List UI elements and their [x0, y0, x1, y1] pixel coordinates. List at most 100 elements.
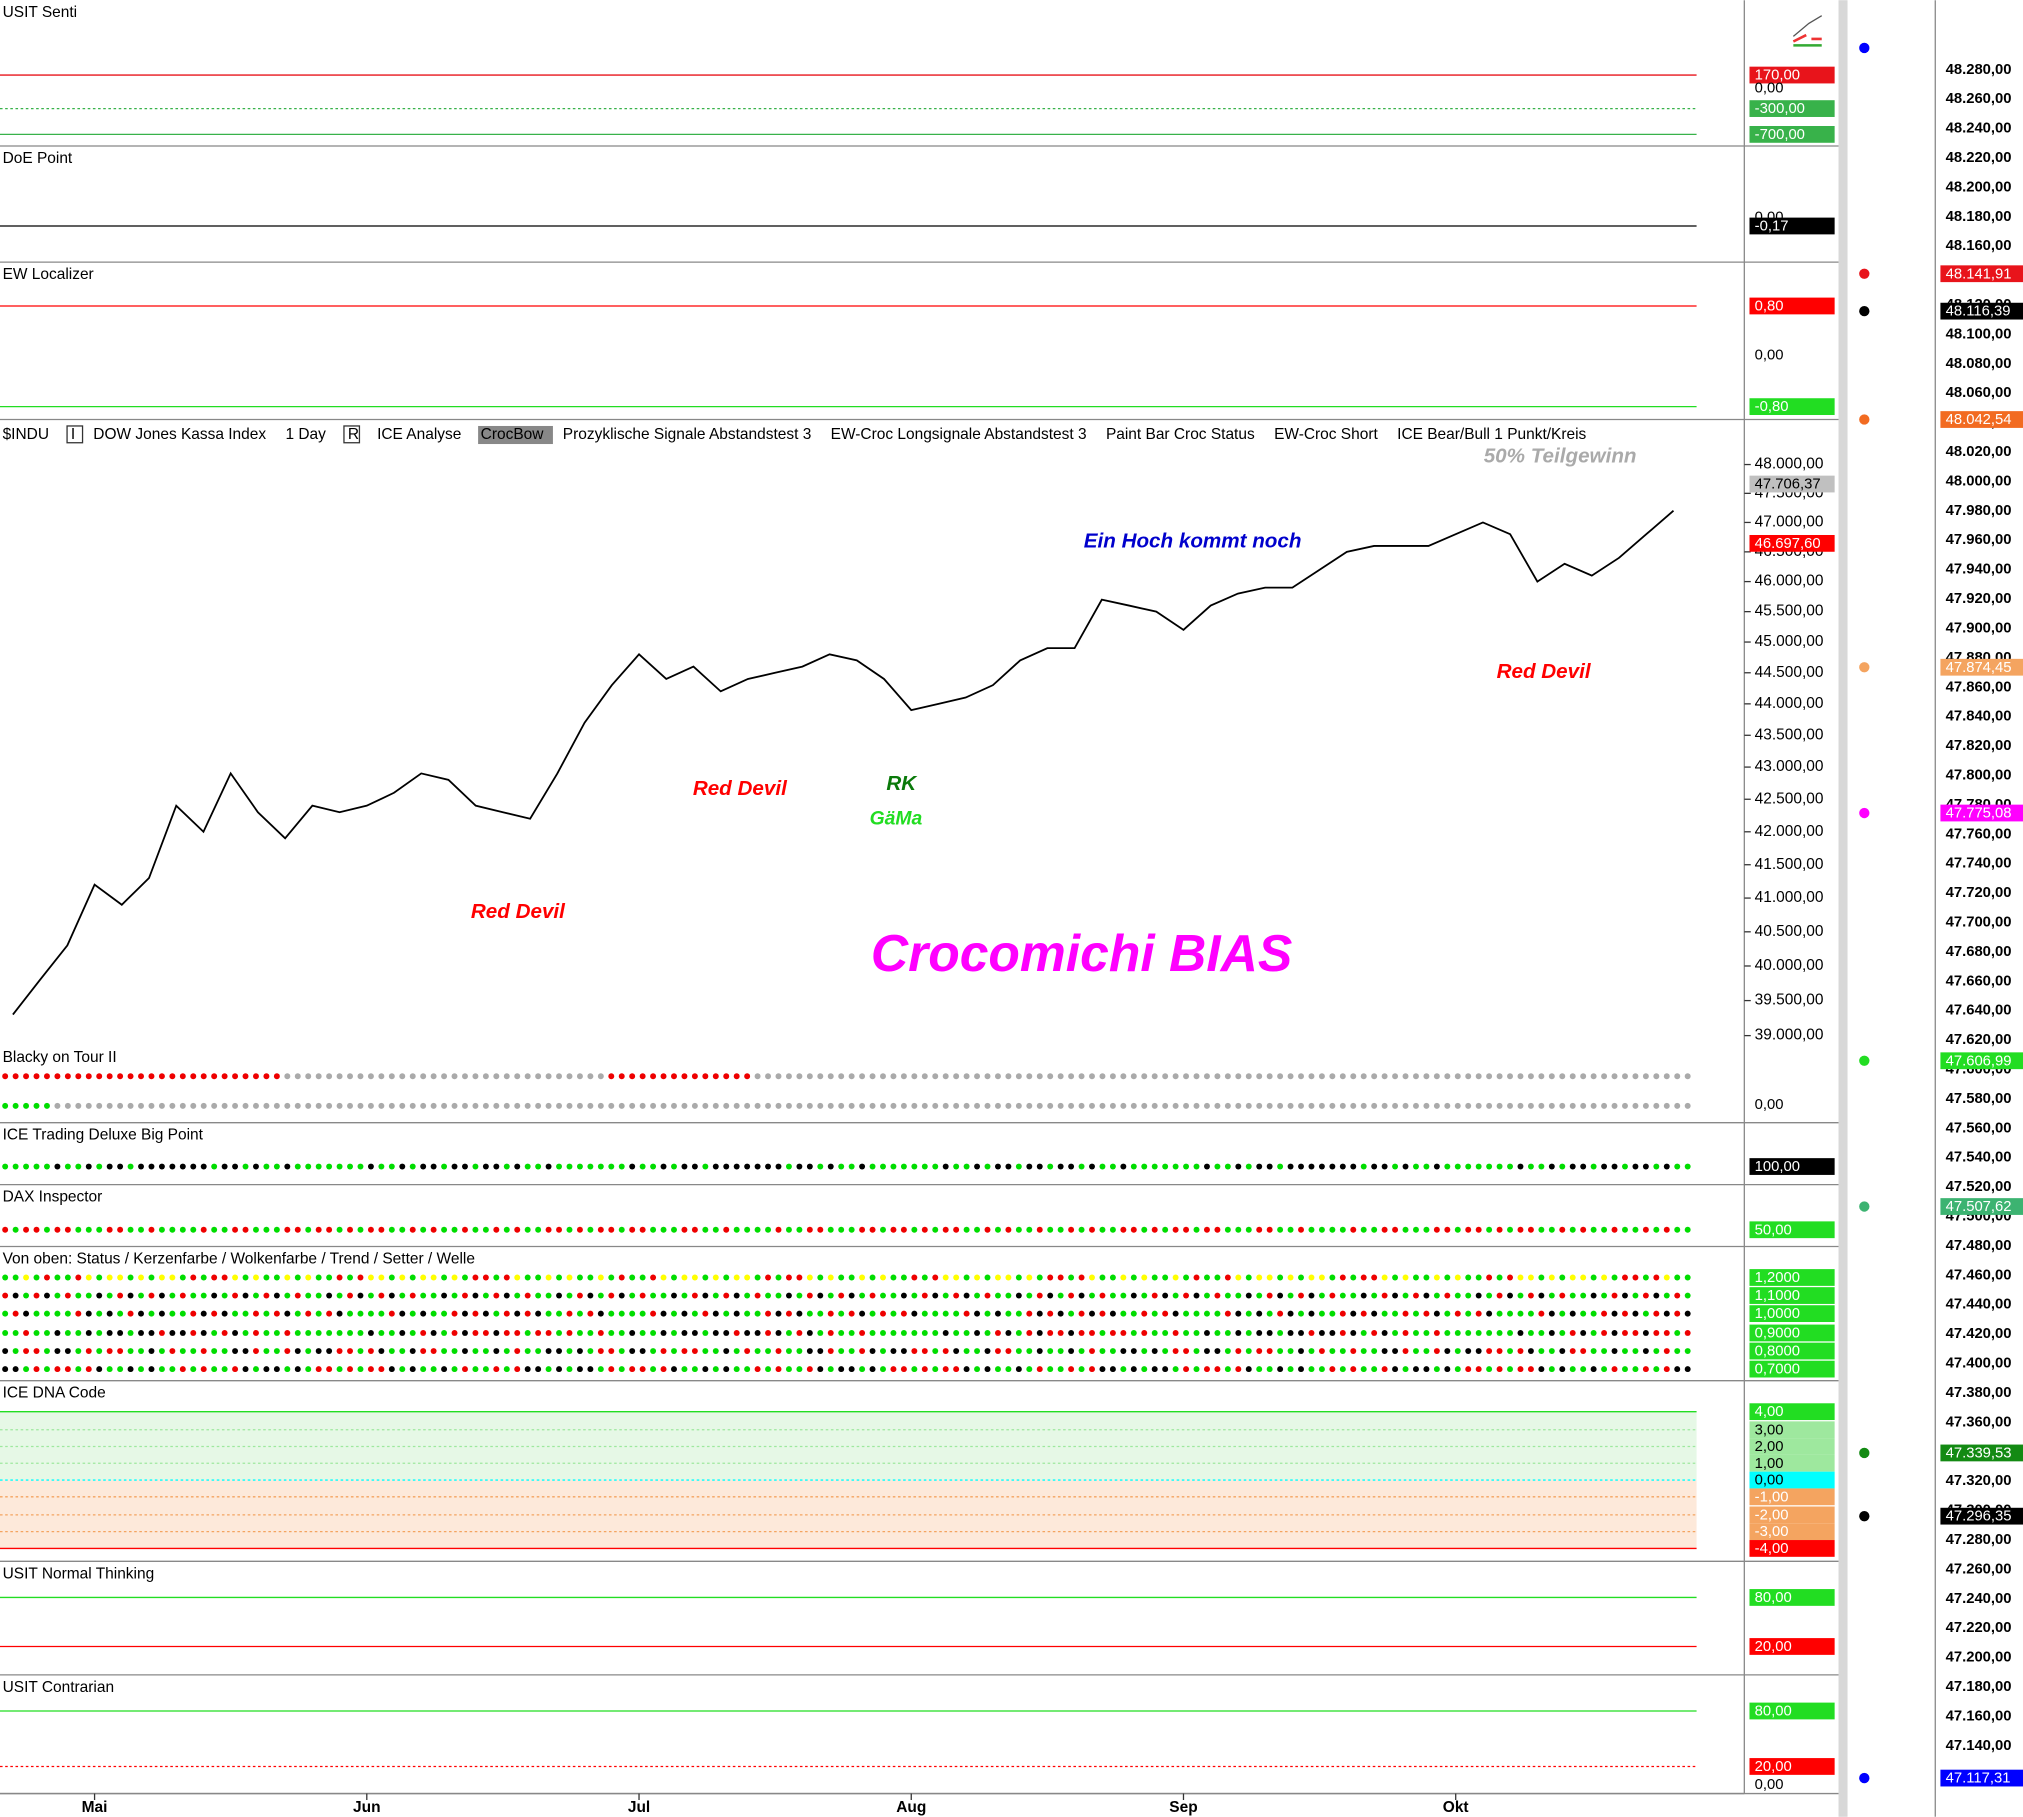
status-dot [535, 1292, 542, 1299]
status-dot [806, 1274, 813, 1281]
status-dot [754, 1310, 761, 1317]
status-dot [1569, 1366, 1576, 1373]
status-dot [671, 1163, 677, 1170]
toolbar-item[interactable]: EW-Croc Longsignale Abstandstest 3 [831, 426, 1087, 443]
status-dot [639, 1348, 646, 1354]
status-dot [1099, 1226, 1106, 1233]
status-dot [545, 1274, 552, 1281]
toolbar-item[interactable]: EW-Croc Short [1274, 426, 1378, 443]
status-dot [284, 1330, 291, 1336]
status-dot [1099, 1310, 1106, 1317]
status-dot [1538, 1310, 1545, 1317]
status-dot [1413, 1274, 1419, 1281]
status-dot [284, 1073, 291, 1080]
status-dot [409, 1226, 416, 1233]
status-dot [514, 1274, 521, 1281]
toolbar-button[interactable]: I [71, 426, 75, 443]
status-dot [1099, 1102, 1106, 1109]
toolbar-item[interactable]: $INDU [3, 426, 49, 443]
status-dot [827, 1366, 834, 1373]
status-dot [754, 1348, 761, 1354]
status-dot [1360, 1310, 1367, 1317]
toolbar-item[interactable]: CrocBow [481, 426, 545, 443]
status-dot [775, 1310, 782, 1317]
price-scale-label: 47.740,00 [1946, 856, 2012, 872]
status-dot [1601, 1073, 1608, 1080]
status-dot [974, 1366, 981, 1373]
status-dot [284, 1102, 291, 1109]
status-dot [179, 1102, 186, 1109]
status-dot [1235, 1274, 1242, 1281]
y-tick-label: 42.000,00 [1755, 823, 1824, 840]
status-dot [1026, 1102, 1033, 1109]
status-dot [1433, 1163, 1440, 1170]
price-scale-label: 47.520,00 [1946, 1179, 2012, 1195]
toolbar-item[interactable]: Prozyklische Signale Abstandstest 3 [563, 426, 812, 443]
status-dot [1381, 1310, 1388, 1317]
toolbar-button[interactable]: R [348, 426, 359, 443]
toolbar-item[interactable]: ICE Analyse [377, 426, 461, 443]
status-dot [1381, 1073, 1388, 1080]
toolbar-item[interactable]: ICE Bear/Bull 1 Punkt/Kreis [1397, 426, 1586, 443]
status-dot [974, 1330, 981, 1336]
panel-title: USIT Contrarian [3, 1679, 114, 1696]
annotation: 50% Teilgewinn [1484, 444, 1637, 467]
status-dot [232, 1102, 239, 1109]
status-dot [1423, 1330, 1430, 1336]
status-dot [1099, 1073, 1106, 1080]
status-dot [650, 1226, 657, 1233]
splitter[interactable] [1838, 0, 1848, 1817]
price-scale-label: 47.360,00 [1946, 1414, 2012, 1430]
status-dot [409, 1163, 416, 1170]
status-dot [639, 1163, 646, 1170]
status-dot [2, 1292, 9, 1299]
status-dot [1151, 1366, 1158, 1373]
status-dot [1256, 1292, 1263, 1299]
window-icon[interactable] [1792, 15, 1823, 47]
status-dot [399, 1102, 406, 1109]
status-dot [921, 1348, 928, 1354]
status-dot [1298, 1226, 1304, 1233]
status-dot [326, 1073, 333, 1080]
status-dot [493, 1102, 500, 1109]
status-dot [744, 1310, 751, 1317]
toolbar-active [478, 425, 553, 445]
price-badge-bg [1940, 265, 2023, 283]
status-dot [1559, 1310, 1566, 1317]
status-dot [1089, 1310, 1095, 1317]
status-dot [1172, 1274, 1179, 1281]
status-dot [336, 1330, 343, 1336]
status-dot [890, 1310, 897, 1317]
status-dot [671, 1366, 677, 1373]
toolbar-item[interactable]: Paint Bar Croc Status [1106, 426, 1255, 443]
status-dot [1287, 1366, 1294, 1373]
price-scale-label: 48.160,00 [1946, 238, 2012, 254]
status-dot [127, 1226, 134, 1233]
status-dot [733, 1330, 740, 1336]
status-dot [117, 1274, 124, 1281]
status-dot [1486, 1163, 1493, 1170]
status-dot [1569, 1330, 1576, 1336]
status-dot [785, 1274, 792, 1281]
status-dot [827, 1330, 834, 1336]
toolbar-item[interactable]: DOW Jones Kassa Index [93, 426, 266, 443]
status-dot [117, 1073, 124, 1080]
status-dot [1475, 1366, 1482, 1373]
status-dot [1130, 1292, 1137, 1299]
status-dot [974, 1274, 981, 1281]
annotation: RK [886, 772, 918, 795]
status-dot [712, 1274, 719, 1281]
status-dot [1339, 1366, 1346, 1373]
y-tick-label: 47.000,00 [1755, 514, 1824, 531]
panel-scale-label-bg [1749, 1438, 1835, 1455]
status-dot [273, 1274, 280, 1281]
status-dot [1622, 1348, 1628, 1354]
status-dot [1183, 1348, 1190, 1354]
status-dot [963, 1274, 970, 1281]
status-dot [367, 1226, 374, 1233]
price-scale-label: 48.280,00 [1946, 62, 2012, 78]
toolbar-item[interactable]: 1 Day [285, 426, 326, 443]
x-tick-label: Okt [1443, 1799, 1469, 1816]
status-dot [576, 1073, 583, 1080]
panel-scale-label: 80,00 [1755, 1704, 1792, 1720]
